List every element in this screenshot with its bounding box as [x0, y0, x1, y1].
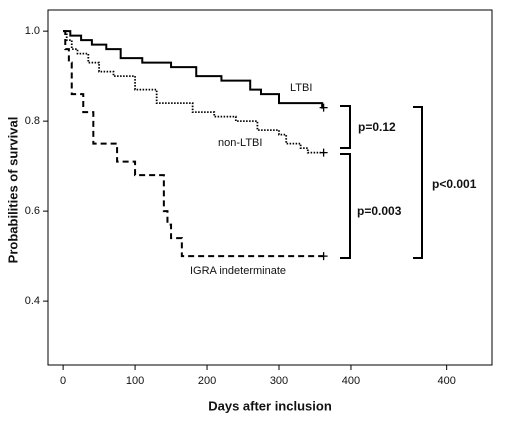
- y-tick-label: 0.8: [25, 115, 40, 127]
- bracket: [340, 105, 351, 149]
- y-axis-title: Probabilities of survival: [5, 117, 20, 264]
- survival-curve: [63, 30, 324, 109]
- bracket: [340, 153, 351, 259]
- series-label: LTBI: [290, 82, 312, 94]
- y-tick-label: 0.4: [25, 295, 40, 307]
- bracket: [413, 106, 423, 259]
- p-value: p=0.003: [357, 204, 402, 218]
- brackets: [340, 105, 423, 259]
- y-tick-label: 0.6: [25, 205, 40, 217]
- censor-mark: [319, 252, 328, 261]
- y-tick-label: 1.0: [25, 25, 40, 37]
- x-tick-label: 0: [60, 375, 66, 387]
- censor-mark: [319, 148, 328, 157]
- p-value: p=0.12: [358, 120, 396, 134]
- survival-curve: [63, 30, 324, 154]
- p-value: p<0.001: [432, 177, 477, 191]
- plot-frame: [47, 9, 493, 366]
- x-tick-label: 400: [437, 375, 455, 387]
- x-tick-label: 400: [342, 375, 360, 387]
- x-tick-label: 200: [198, 375, 216, 387]
- series-label: non-LTBI: [218, 137, 262, 149]
- x-tick-label: 100: [126, 375, 144, 387]
- x-axis-title: Days after inclusion: [208, 398, 332, 413]
- series-label: IGRA indeterminate: [190, 265, 286, 277]
- censor-mark: [319, 103, 328, 112]
- survival-curve: [63, 30, 324, 258]
- x-tick-label: 300: [270, 375, 288, 387]
